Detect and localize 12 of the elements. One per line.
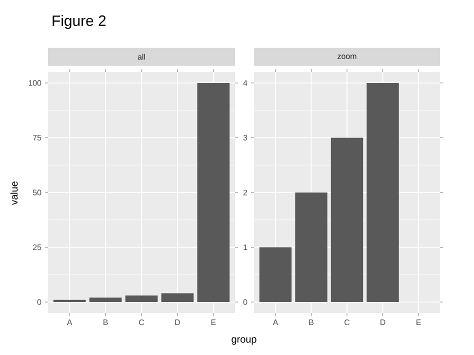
bar [53, 300, 86, 302]
bar [161, 293, 194, 302]
bar [89, 298, 122, 302]
bar [330, 138, 364, 302]
bar [197, 82, 230, 302]
chart-title: Figure 2 [52, 15, 106, 29]
y-axis-title: value [10, 182, 18, 205]
bar [125, 295, 158, 302]
bar [259, 247, 292, 302]
bar [366, 82, 399, 302]
bar [295, 192, 328, 302]
x-axis-title: group [232, 337, 256, 345]
